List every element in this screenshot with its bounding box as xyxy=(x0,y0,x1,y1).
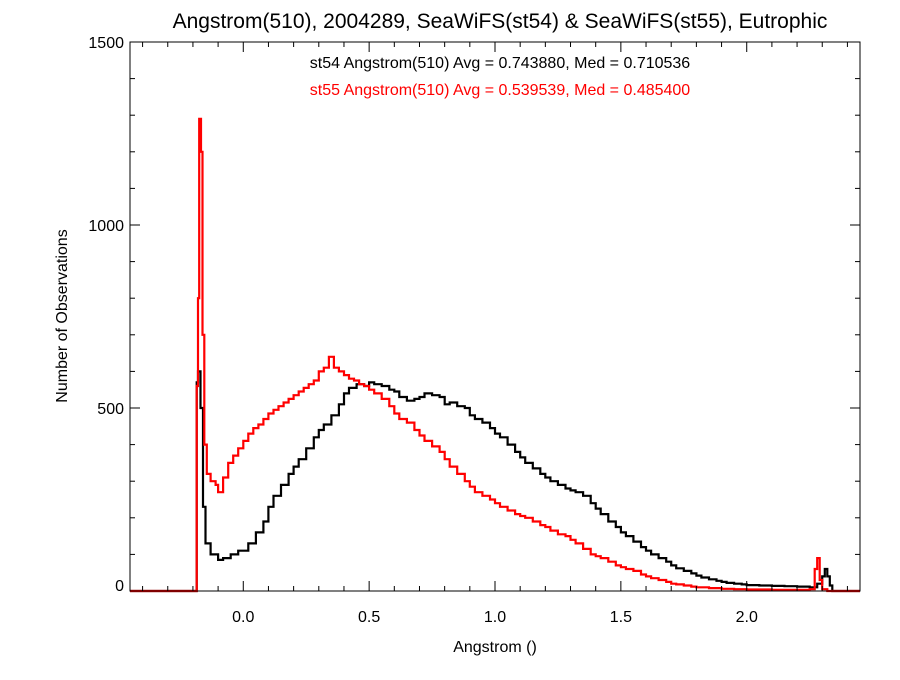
series-line-0 xyxy=(130,370,860,593)
y-tick-label: 0 xyxy=(115,578,124,595)
plot-frame xyxy=(129,41,861,592)
y-tick-label: 1500 xyxy=(88,35,124,52)
plot-area: 0.0 0.5 1.0 1.5 2.0 0 500 1000 1500 xyxy=(88,35,860,626)
y-tick-label: 500 xyxy=(97,401,124,418)
x-tick-label: 1.0 xyxy=(484,609,506,626)
y-tick-label: 1000 xyxy=(88,218,124,235)
series-line-1 xyxy=(130,117,860,593)
x-tick-label: 2.0 xyxy=(736,609,758,626)
x-tick-label: 1.5 xyxy=(610,609,632,626)
x-tick-label: 0.0 xyxy=(232,609,254,626)
y-axis-label: Number of Observations xyxy=(54,229,71,402)
x-tick-label: 0.5 xyxy=(358,609,380,626)
chart-title: Angstrom(510), 2004289, SeaWiFS(st54) & … xyxy=(173,10,828,33)
st55-stats-annotation: st55 Angstrom(510) Avg = 0.539539, Med =… xyxy=(310,82,691,99)
x-axis-label: Angstrom () xyxy=(453,639,537,656)
st54-stats-annotation: st54 Angstrom(510) Avg = 0.743880, Med =… xyxy=(310,55,691,72)
